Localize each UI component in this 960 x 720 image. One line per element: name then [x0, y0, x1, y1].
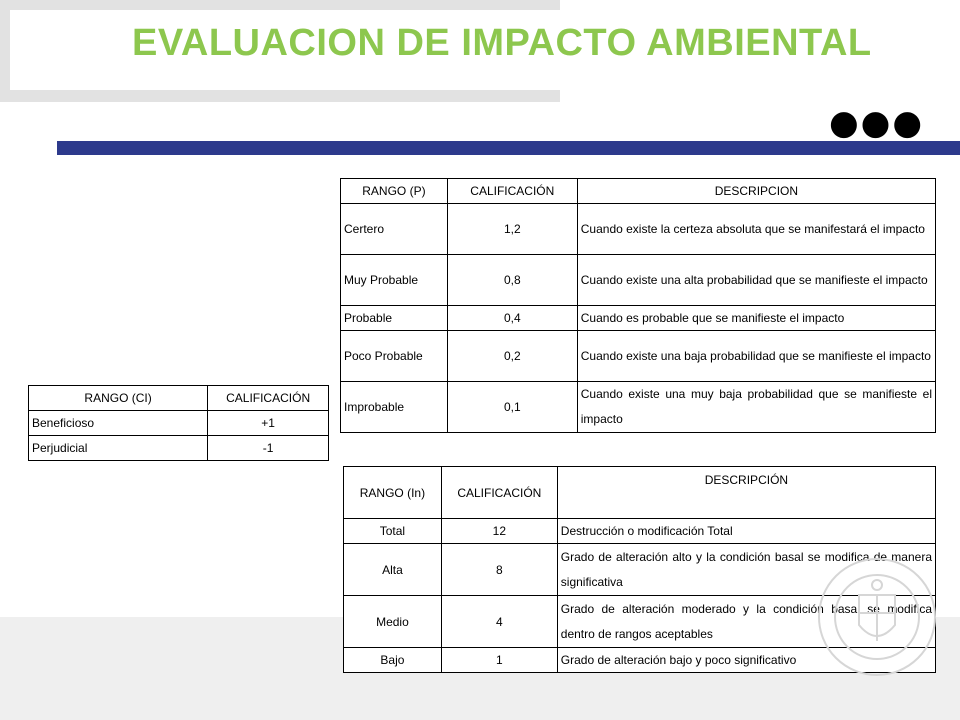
rating-cell: 0,4 [446, 305, 578, 331]
range-cell: Probable [340, 305, 448, 331]
column-header: RANGO (In) [343, 466, 442, 519]
column-header: DESCRIPCIÓN [556, 466, 937, 519]
title-frame-inner [10, 10, 560, 90]
rating-cell: 1,2 [446, 203, 578, 255]
column-header: CALIFICACIÓN [440, 466, 558, 519]
table-header-row: RANGO (P) CALIFICACIÓN DESCRIPCION [340, 178, 937, 204]
range-cell: Alta [343, 543, 442, 596]
rating-cell: 0,2 [446, 330, 578, 382]
rating-cell: +1 [207, 410, 329, 436]
description-cell: Cuando existe una baja probabilidad que … [576, 330, 937, 382]
title-frame [0, 0, 560, 102]
table-row: Bajo 1 Grado de alteración bajo y poco s… [343, 647, 937, 673]
rating-cell: 4 [440, 595, 558, 648]
header-divider-bar [57, 141, 960, 155]
range-cell: Medio [343, 595, 442, 648]
table-row: Probable 0,4 Cuando es probable que se m… [340, 305, 937, 331]
intensity-table: RANGO (In) CALIFICACIÓN DESCRIPCIÓN Tota… [343, 466, 937, 673]
range-cell: Poco Probable [340, 330, 448, 382]
column-header: CALIFICACIÓN [446, 178, 578, 204]
range-cell: Improbable [340, 381, 448, 433]
probability-table: RANGO (P) CALIFICACIÓN DESCRIPCION Certe… [340, 178, 937, 433]
column-header: RANGO (P) [340, 178, 448, 204]
rating-cell: 12 [440, 518, 558, 544]
description-cell: Grado de alteración bajo y poco signific… [556, 647, 937, 673]
description-cell: Cuando existe una muy baja probabilidad … [576, 381, 937, 433]
rating-cell: 0,1 [446, 381, 578, 433]
column-header: CALIFICACIÓN [207, 385, 329, 411]
table-row: Poco Probable 0,2 Cuando existe una baja… [340, 330, 937, 382]
university-seal-watermark [818, 558, 936, 676]
table-header-row: RANGO (CI) CALIFICACIÓN [27, 385, 329, 411]
range-cell: Certero [340, 203, 448, 255]
range-cell: Bajo [343, 647, 442, 673]
table-row: Beneficioso +1 [27, 410, 329, 436]
description-cell: Grado de alteración moderado y la condic… [556, 595, 937, 648]
description-cell: Destrucción o modificación Total [556, 518, 937, 544]
character-table: RANGO (CI) CALIFICACIÓN Beneficioso +1 P… [27, 385, 329, 461]
table-row: Alta 8 Grado de alteración alto y la con… [343, 543, 937, 596]
table-row: Perjudicial -1 [27, 435, 329, 461]
range-cell: Beneficioso [27, 410, 209, 436]
ellipsis-dots: ●●● [829, 103, 925, 143]
table-row: Total 12 Destrucción o modificación Tota… [343, 518, 937, 544]
rating-cell: -1 [207, 435, 329, 461]
range-cell: Muy Probable [340, 254, 448, 306]
table-row: Improbable 0,1 Cuando existe una muy baj… [340, 381, 937, 433]
range-cell: Perjudicial [27, 435, 209, 461]
page-title: EVALUACION DE IMPACTO AMBIENTAL [132, 22, 872, 64]
column-header: DESCRIPCION [576, 178, 937, 204]
rating-cell: 1 [440, 647, 558, 673]
description-cell: Cuando existe la certeza absoluta que se… [576, 203, 937, 255]
column-header: RANGO (CI) [27, 385, 209, 411]
rating-cell: 0,8 [446, 254, 578, 306]
description-cell: Cuando es probable que se manifieste el … [576, 305, 937, 331]
table-header-row: RANGO (In) CALIFICACIÓN DESCRIPCIÓN [343, 466, 937, 519]
table-row: Medio 4 Grado de alteración moderado y l… [343, 595, 937, 648]
rating-cell: 8 [440, 543, 558, 596]
table-row: Certero 1,2 Cuando existe la certeza abs… [340, 203, 937, 255]
range-cell: Total [343, 518, 442, 544]
table-row: Muy Probable 0,8 Cuando existe una alta … [340, 254, 937, 306]
description-cell: Cuando existe una alta probabilidad que … [576, 254, 937, 306]
